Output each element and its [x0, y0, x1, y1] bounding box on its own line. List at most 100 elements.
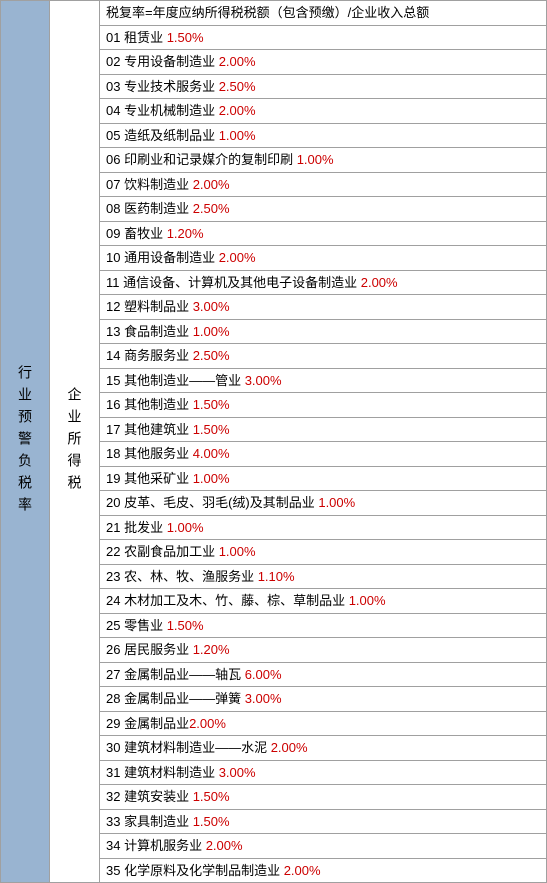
row-label: 26 居民服务业: [106, 642, 193, 657]
table-row: 15 其他制造业——管业 3.00%: [100, 369, 547, 394]
row-rate: 2.00%: [206, 838, 243, 853]
left-header-text: 行业预警负税率: [15, 365, 35, 519]
table-row: 02 专用设备制造业 2.00%: [100, 50, 547, 75]
table-row: 31 建筑材料制造业 3.00%: [100, 761, 547, 786]
row-label: 06 印刷业和记录媒介的复制印刷: [106, 152, 297, 167]
formula-text: 税复率=年度应纳所得税税额（包含预缴）/企业收入总额: [106, 5, 429, 20]
row-rate: 2.00%: [219, 103, 256, 118]
row-rate: 1.50%: [167, 618, 204, 633]
row-rate: 2.50%: [193, 201, 230, 216]
row-rate: 2.00%: [271, 740, 308, 755]
table-row: 19 其他采矿业 1.00%: [100, 467, 547, 492]
row-rate: 2.50%: [193, 348, 230, 363]
table-row: 04 专业机械制造业 2.00%: [100, 99, 547, 124]
row-label: 05 造纸及纸制品业: [106, 128, 219, 143]
row-rate: 1.00%: [193, 324, 230, 339]
table-row: 17 其他建筑业 1.50%: [100, 418, 547, 443]
table-row: 07 饮料制造业 2.00%: [100, 173, 547, 198]
table-row: 18 其他服务业 4.00%: [100, 442, 547, 467]
table-row: 16 其他制造业 1.50%: [100, 393, 547, 418]
row-label: 22 农副食品加工业: [106, 544, 219, 559]
row-label: 02 专用设备制造业: [106, 54, 219, 69]
row-label: 24 木材加工及木、竹、藤、棕、草制品业: [106, 593, 349, 608]
row-label: 18 其他服务业: [106, 446, 193, 461]
row-label: 09 畜牧业: [106, 226, 167, 241]
row-label: 13 食品制造业: [106, 324, 193, 339]
row-rate: 3.00%: [245, 691, 282, 706]
table-row: 25 零售业 1.50%: [100, 614, 547, 639]
table-row: 23 农、林、牧、渔服务业 1.10%: [100, 565, 547, 590]
row-rate: 3.00%: [219, 765, 256, 780]
table-row: 22 农副食品加工业 1.00%: [100, 540, 547, 565]
row-label: 30 建筑材料制造业——水泥: [106, 740, 271, 755]
table-row: 28 金属制品业——弹簧 3.00%: [100, 687, 547, 712]
row-label: 14 商务服务业: [106, 348, 193, 363]
table-row: 20 皮革、毛皮、羽毛(绒)及其制品业 1.00%: [100, 491, 547, 516]
table-row: 27 金属制品业——轴瓦 6.00%: [100, 663, 547, 688]
table-row: 34 计算机服务业 2.00%: [100, 834, 547, 859]
table-row: 30 建筑材料制造业——水泥 2.00%: [100, 736, 547, 761]
category-header-left: 行业预警负税率: [0, 0, 50, 883]
row-rate: 2.00%: [361, 275, 398, 290]
row-rate: 1.50%: [193, 814, 230, 829]
table-row: 14 商务服务业 2.50%: [100, 344, 547, 369]
row-label: 19 其他采矿业: [106, 471, 193, 486]
table-row: 21 批发业 1.00%: [100, 516, 547, 541]
formula-row: 税复率=年度应纳所得税税额（包含预缴）/企业收入总额: [100, 0, 547, 26]
row-label: 21 批发业: [106, 520, 167, 535]
row-rate: 1.00%: [349, 593, 386, 608]
row-label: 11 通信设备、计算机及其他电子设备制造业: [106, 275, 361, 290]
row-rate: 2.00%: [193, 177, 230, 192]
table-row: 08 医药制造业 2.50%: [100, 197, 547, 222]
table-row: 35 化学原料及化学制品制造业 2.00%: [100, 859, 547, 883]
mid-header-text: 企业所得税: [65, 387, 85, 497]
row-rate: 1.00%: [297, 152, 334, 167]
row-label: 17 其他建筑业: [106, 422, 193, 437]
table-row: 01 租赁业 1.50%: [100, 26, 547, 51]
table-row: 33 家具制造业 1.50%: [100, 810, 547, 835]
row-rate: 1.10%: [258, 569, 295, 584]
row-label: 08 医药制造业: [106, 201, 193, 216]
rows-container: 税复率=年度应纳所得税税额（包含预缴）/企业收入总额01 租赁业 1.50%02…: [100, 0, 547, 883]
row-label: 29 金属制品业: [106, 716, 189, 731]
row-label: 35 化学原料及化学制品制造业: [106, 863, 284, 878]
row-rate: 3.00%: [193, 299, 230, 314]
table-row: 11 通信设备、计算机及其他电子设备制造业 2.00%: [100, 271, 547, 296]
row-rate: 1.00%: [219, 544, 256, 559]
row-rate: 1.00%: [167, 520, 204, 535]
tax-rate-table: 行业预警负税率 企业所得税 税复率=年度应纳所得税税额（包含预缴）/企业收入总额…: [0, 0, 547, 883]
row-rate: 1.50%: [193, 789, 230, 804]
table-row: 09 畜牧业 1.20%: [100, 222, 547, 247]
table-row: 05 造纸及纸制品业 1.00%: [100, 124, 547, 149]
row-label: 16 其他制造业: [106, 397, 193, 412]
table-row: 13 食品制造业 1.00%: [100, 320, 547, 345]
row-label: 12 塑料制品业: [106, 299, 193, 314]
row-rate: 1.20%: [193, 642, 230, 657]
row-rate: 2.00%: [284, 863, 321, 878]
row-rate: 2.00%: [219, 250, 256, 265]
row-rate: 2.00%: [189, 716, 226, 731]
table-row: 32 建筑安装业 1.50%: [100, 785, 547, 810]
row-rate: 4.00%: [193, 446, 230, 461]
row-label: 33 家具制造业: [106, 814, 193, 829]
table-row: 06 印刷业和记录媒介的复制印刷 1.00%: [100, 148, 547, 173]
table-row: 10 通用设备制造业 2.00%: [100, 246, 547, 271]
row-rate: 2.50%: [219, 79, 256, 94]
table-row: 26 居民服务业 1.20%: [100, 638, 547, 663]
row-label: 20 皮革、毛皮、羽毛(绒)及其制品业: [106, 495, 318, 510]
row-rate: 1.00%: [219, 128, 256, 143]
row-rate: 1.50%: [167, 30, 204, 45]
table-row: 03 专业技术服务业 2.50%: [100, 75, 547, 100]
row-rate: 3.00%: [245, 373, 282, 388]
row-label: 31 建筑材料制造业: [106, 765, 219, 780]
row-rate: 1.20%: [167, 226, 204, 241]
row-rate: 1.50%: [193, 397, 230, 412]
row-label: 04 专业机械制造业: [106, 103, 219, 118]
table-row: 24 木材加工及木、竹、藤、棕、草制品业 1.00%: [100, 589, 547, 614]
row-rate: 2.00%: [219, 54, 256, 69]
row-label: 03 专业技术服务业: [106, 79, 219, 94]
row-label: 32 建筑安装业: [106, 789, 193, 804]
row-label: 07 饮料制造业: [106, 177, 193, 192]
category-header-mid: 企业所得税: [50, 0, 100, 883]
table-row: 29 金属制品业2.00%: [100, 712, 547, 737]
